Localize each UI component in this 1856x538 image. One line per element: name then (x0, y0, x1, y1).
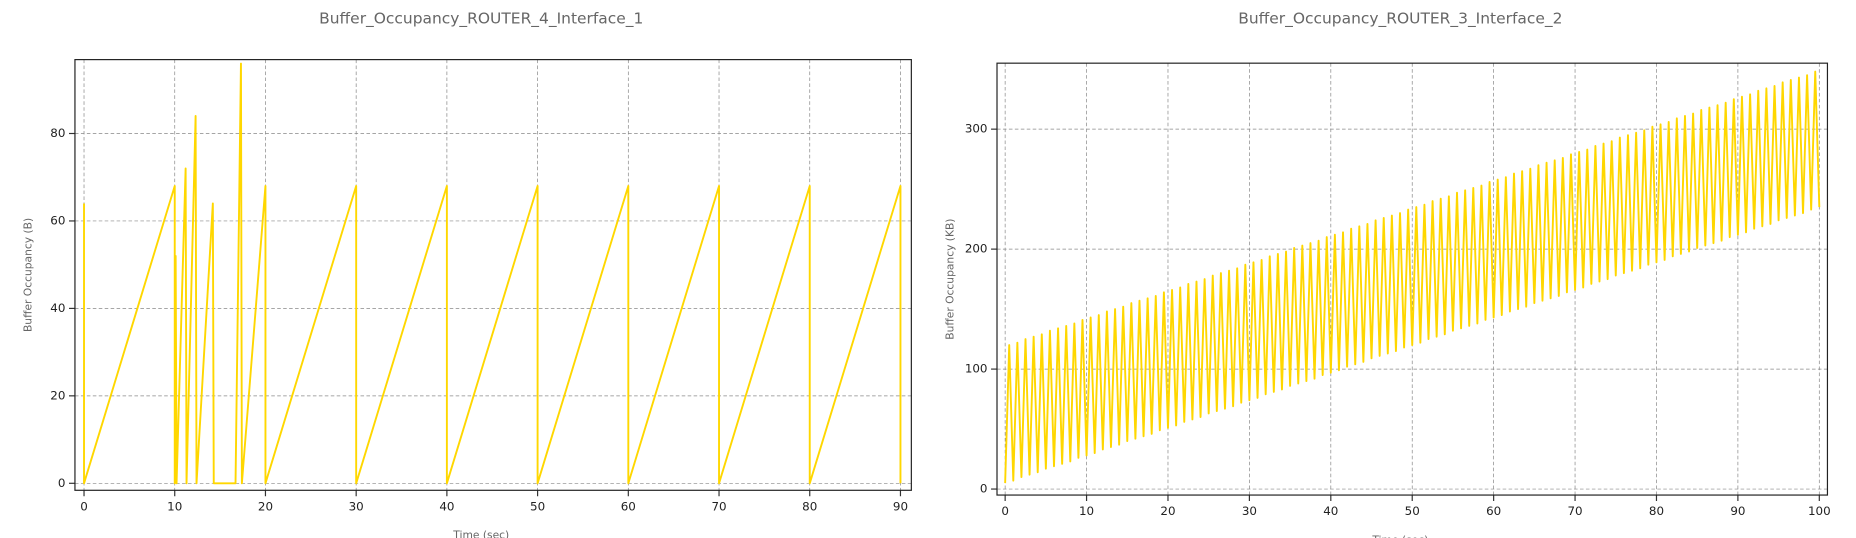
x-tick-label: 80 (1649, 504, 1664, 518)
y-tick-label: 20 (50, 388, 65, 402)
x-tick-label: 60 (621, 499, 636, 513)
x-tick-label: 10 (1079, 504, 1094, 518)
x-tick-label: 100 (1808, 504, 1831, 518)
x-tick-label: 30 (349, 499, 364, 513)
y-axis-label: Buffer Occupancy (KB) (944, 219, 957, 340)
x-tick-label: 80 (802, 499, 817, 513)
y-tick-label: 80 (50, 126, 65, 140)
x-tick-label: 20 (1160, 504, 1175, 518)
x-tick-label: 90 (1730, 504, 1745, 518)
x-tick-label: 90 (893, 499, 908, 513)
x-tick-label: 60 (1486, 504, 1501, 518)
x-tick-label: 40 (1323, 504, 1338, 518)
plot-frame (996, 62, 1829, 496)
x-tick-label: 0 (1001, 504, 1009, 518)
chart-title: Buffer_Occupancy_ROUTER_3_Interface_2 (1238, 10, 1562, 29)
y-axis-label: Buffer Occupancy (B) (22, 218, 35, 332)
x-axis-label: Time (sec) (1371, 533, 1428, 538)
data-line (1004, 70, 1821, 484)
x-tick-label: 50 (1405, 504, 1420, 518)
x-tick-label: 20 (258, 499, 273, 513)
x-tick-label: 70 (711, 499, 726, 513)
y-tick-label: 60 (50, 213, 65, 227)
x-tick-label: 10 (167, 499, 182, 513)
plot-frame (74, 59, 912, 491)
y-tick-label: 40 (50, 301, 65, 315)
x-axis-label: Time (sec) (452, 529, 509, 538)
x-tick-label: 0 (80, 499, 88, 513)
y-tick-label: 0 (980, 482, 988, 496)
chart-title: Buffer_Occupancy_ROUTER_4_Interface_1 (319, 10, 643, 29)
y-tick-label: 200 (965, 242, 988, 256)
x-tick-label: 30 (1242, 504, 1257, 518)
y-tick-label: 300 (965, 122, 988, 136)
data-line (83, 62, 902, 485)
y-tick-label: 0 (58, 476, 66, 490)
x-tick-label: 50 (530, 499, 545, 513)
x-tick-label: 70 (1567, 504, 1582, 518)
x-tick-label: 40 (439, 499, 454, 513)
y-tick-label: 100 (965, 362, 988, 376)
